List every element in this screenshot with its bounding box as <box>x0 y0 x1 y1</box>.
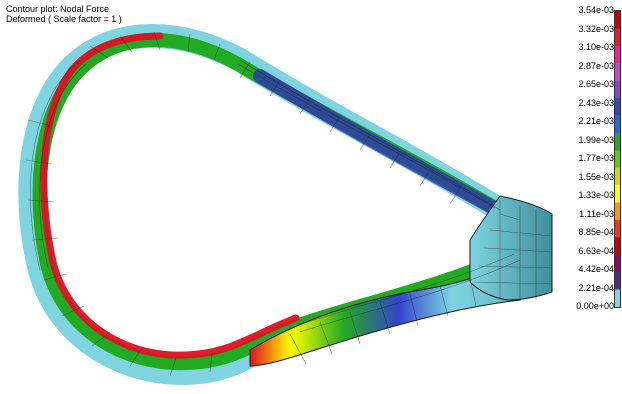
legend-label-16: 0.00e+00 <box>576 301 614 311</box>
mesh-lines <box>25 31 553 377</box>
legend-label-7: 1.99e-03 <box>578 134 614 145</box>
legend-label-9: 1.55e-03 <box>578 171 614 182</box>
legend-label-14: 4.42e-04 <box>578 264 614 274</box>
legend-label-13: 6.63e-04 <box>578 245 614 256</box>
hub-region <box>469 195 553 301</box>
legend-label-2: 3.10e-03 <box>578 42 614 52</box>
legend-label-11: 1.11e-03 <box>579 208 614 219</box>
model-viewport[interactable] <box>0 0 560 394</box>
color-legend: 3.54e-03 3.32e-03 3.10e-03 2.87e-03 2.65… <box>561 4 621 312</box>
legend-label-12: 8.85e-04 <box>578 227 614 237</box>
legend-color-bar <box>614 10 621 308</box>
ring-low-band <box>253 69 497 213</box>
legend-label-3: 2.87e-03 <box>578 60 614 71</box>
ring-hot-band <box>40 32 300 359</box>
legend-label-6: 2.21e-03 <box>578 116 614 126</box>
legend-label-1: 3.32e-03 <box>578 23 614 34</box>
contour-plot-title: Contour plot: Nodal Force <box>6 4 110 14</box>
legend-label-5: 2.43e-03 <box>578 97 614 108</box>
legend-label-0: 3.54e-03 <box>578 5 614 15</box>
deformed-scale-label: Deformed ( Scale factor = 1 ) <box>6 14 122 24</box>
legend-label-8: 1.77e-03 <box>578 153 614 163</box>
legend-label-15: 2.21e-04 <box>578 282 614 293</box>
legend-label-4: 2.65e-03 <box>578 79 614 89</box>
legend-label-10: 1.33e-03 <box>578 190 614 200</box>
plot-header: Contour plot: Nodal Force Deformed ( Sca… <box>6 4 122 24</box>
